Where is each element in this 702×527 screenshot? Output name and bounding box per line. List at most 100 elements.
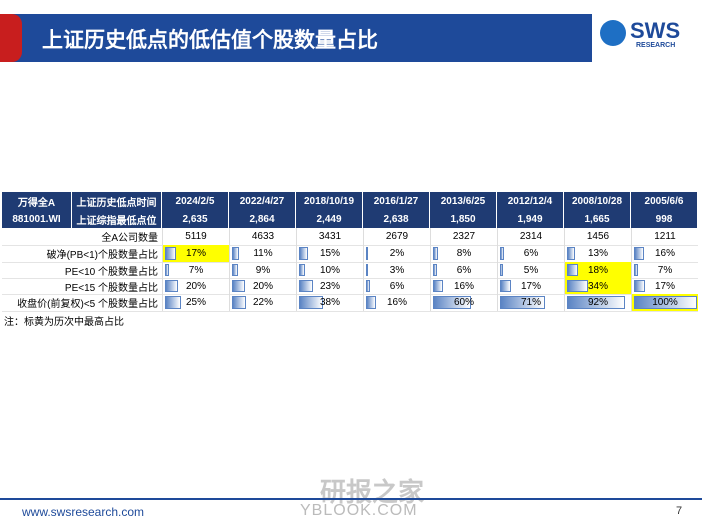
row-label: PE<15 个股数量占比 — [2, 278, 162, 294]
data-cell: 15% — [296, 245, 363, 262]
header-cell: 1,665 — [564, 210, 631, 228]
cell-text: 5119 — [185, 231, 207, 242]
data-cell: 3% — [363, 262, 430, 278]
cell-text: 3% — [389, 264, 405, 276]
watermark-en: YBLOOK.COM — [300, 502, 418, 519]
data-cell: 2% — [363, 245, 430, 262]
cell-text: 6% — [523, 248, 539, 259]
data-bar — [299, 247, 309, 260]
data-bar — [232, 264, 238, 276]
title-bar — [0, 14, 592, 62]
footer-url: www.swsresearch.com — [22, 505, 145, 519]
header-cell: 998 — [631, 210, 698, 228]
data-cell: 16% — [363, 294, 430, 311]
data-bar — [366, 247, 368, 260]
cell-text: 收盘价(前复权)<5 个股数量占比 — [17, 299, 158, 310]
data-cell: 6% — [430, 262, 497, 278]
data-bar — [634, 296, 697, 309]
cell-text: 60% — [453, 297, 474, 308]
data-cell: 100% — [631, 294, 698, 311]
data-cell: 1211 — [631, 228, 698, 245]
data-bar — [433, 280, 444, 292]
cell-text: 上证综指最低点位 — [76, 215, 157, 227]
data-cell: 11% — [229, 245, 296, 262]
data-cell: 6% — [363, 278, 430, 294]
data-cell: 7% — [631, 262, 698, 278]
cell-text: 5% — [523, 264, 539, 276]
data-cell: 7% — [162, 262, 229, 278]
data-bar — [299, 296, 323, 309]
header-cell: 2,638 — [363, 210, 430, 228]
cell-text: 25% — [185, 297, 206, 308]
data-bar — [433, 264, 437, 276]
data-bar — [165, 280, 178, 292]
data-cell: 16% — [430, 278, 497, 294]
data-cell: 17% — [497, 278, 564, 294]
row-label: 全A公司数量 — [2, 228, 162, 245]
cell-text: 16% — [386, 297, 407, 308]
data-cell: 22% — [229, 294, 296, 311]
cell-text: 16% — [453, 280, 474, 292]
data-cell: 18% — [564, 262, 631, 278]
header-cell: 1,949 — [497, 210, 564, 228]
data-cell: 38% — [296, 294, 363, 311]
row-label: 收盘价(前复权)<5 个股数量占比 — [2, 294, 162, 311]
header-cell: 2016/1/27 — [363, 192, 430, 210]
cell-text: 8% — [456, 248, 472, 259]
data-cell: 6% — [497, 245, 564, 262]
cell-text: 18% — [587, 264, 608, 276]
data-cell: 34% — [564, 278, 631, 294]
cell-text: 2,635 — [182, 213, 208, 225]
row-line — [2, 278, 698, 279]
cell-text: 4633 — [251, 231, 275, 242]
cell-text: 2679 — [385, 231, 409, 242]
data-cell: 20% — [229, 278, 296, 294]
cell-text: 2% — [389, 248, 405, 259]
cell-text: 6% — [456, 264, 472, 276]
logo-icon — [600, 20, 626, 46]
cell-text: 1,949 — [517, 213, 543, 225]
data-cell: 60% — [430, 294, 497, 311]
cell-text: 2314 — [519, 231, 543, 242]
row-label: PE<10 个股数量占比 — [2, 262, 162, 278]
cell-text: 1,665 — [584, 213, 610, 225]
cell-text: 16% — [654, 248, 675, 259]
header-cell: 2008/10/28 — [564, 192, 631, 210]
row-line — [2, 311, 698, 312]
data-bar — [634, 247, 645, 260]
header-cell: 1,850 — [430, 210, 497, 228]
logo-name: SWS — [630, 18, 681, 43]
cell-text: 23% — [319, 280, 340, 292]
data-cell: 16% — [631, 245, 698, 262]
data-cell: 5% — [497, 262, 564, 278]
row-line — [2, 245, 698, 246]
data-bar — [232, 280, 245, 292]
table: 万得全A 上证历史低点时间 2024/2/5 2022/4/27 2018/10/19 2… — [2, 192, 698, 312]
header-cell: 2024/2/5 — [162, 192, 229, 210]
data-cell: 2314 — [497, 228, 564, 245]
header-cell: 2018/10/19 — [296, 192, 363, 210]
header-cell: 万得全A — [2, 192, 72, 210]
cell-text: 2008/10/28 — [571, 195, 623, 207]
cell-text: 38% — [319, 297, 340, 308]
data-cell: 17% — [162, 245, 229, 262]
data-bar — [299, 280, 314, 292]
cell-text: 2012/12/4 — [507, 195, 553, 207]
cell-text: 34% — [587, 280, 608, 292]
cell-text: 92% — [587, 297, 608, 308]
cell-text: 13% — [587, 248, 608, 259]
header-cell: 2,635 — [162, 210, 229, 228]
data-bar — [165, 296, 181, 309]
data-bar — [366, 296, 377, 309]
cell-text: 上证历史低点时间 — [76, 197, 157, 209]
cell-text: 17% — [185, 248, 206, 259]
logo-sub: RESEARCH — [636, 42, 676, 49]
data-bar — [634, 264, 639, 276]
cell-text: 2016/1/27 — [373, 195, 419, 207]
data-bar — [500, 296, 545, 309]
title-accent — [0, 14, 22, 62]
data-bar — [567, 280, 589, 292]
header-cell: 2012/12/4 — [497, 192, 564, 210]
data-bar — [567, 296, 625, 309]
header-cell: 2,449 — [296, 210, 363, 228]
